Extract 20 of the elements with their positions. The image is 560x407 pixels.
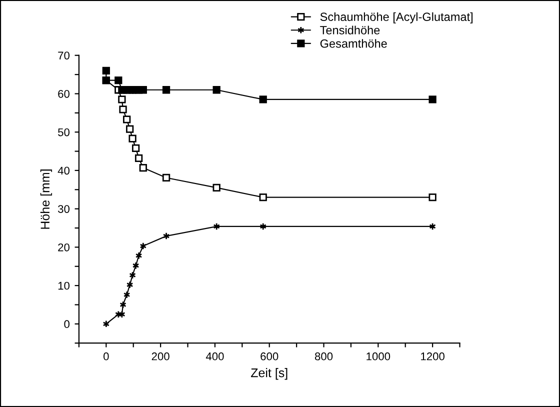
y-tick-label: 0 xyxy=(64,320,70,328)
x-tick-label: 400 xyxy=(206,352,224,360)
legend-label: Tensidhöhe xyxy=(320,26,380,34)
y-tick-label: 70 xyxy=(58,52,70,60)
y-tick-label: 40 xyxy=(58,166,70,175)
x-axis-title: Zeit [s] xyxy=(251,368,288,380)
y-tick-label: 10 xyxy=(58,282,70,290)
y-tick-label: 60 xyxy=(58,90,70,98)
x-tick-label: 1000 xyxy=(366,352,390,360)
x-tick-label: 800 xyxy=(314,352,333,360)
y-tick-label: 30 xyxy=(58,205,70,213)
legend-label: Schaumhöhe [Acyl-Glutamat] xyxy=(320,12,473,24)
x-tick-label: 0 xyxy=(104,352,109,360)
x-tick-label: 600 xyxy=(260,352,278,360)
x-tick-label: 200 xyxy=(152,352,170,360)
y-axis-title: Höhe [mm] xyxy=(40,170,52,229)
y-tick-label: 50 xyxy=(58,128,70,136)
x-tick-label: 1200 xyxy=(421,352,444,360)
legend-label: Gesamthöhe xyxy=(320,39,387,48)
y-tick-label: 20 xyxy=(58,243,70,252)
